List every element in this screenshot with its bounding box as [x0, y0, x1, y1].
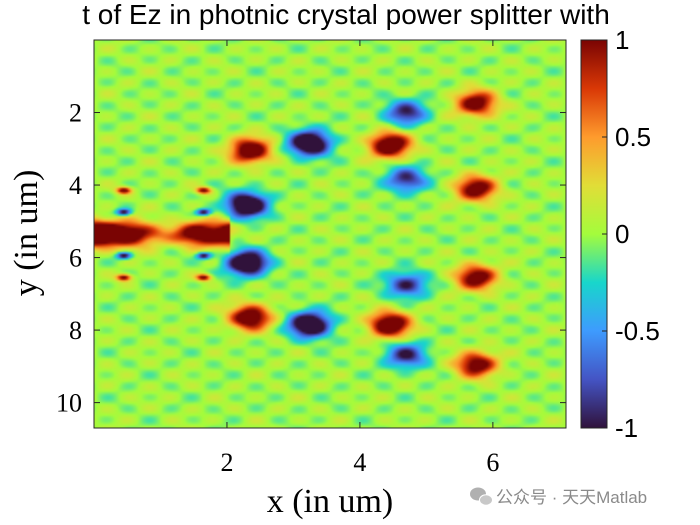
watermark: 公众号 · 天天Matlab [470, 487, 647, 507]
x-axis: 2 4 6 [220, 40, 499, 477]
y-axis-label: y (in um) [8, 170, 45, 297]
wechat-icon [470, 487, 493, 506]
heatmap-image [94, 40, 566, 428]
y-axis: 2 4 6 8 10 [56, 99, 566, 418]
colorbar-tick-label: -1 [615, 413, 638, 443]
colorbar-ticks: 1 0.5 0 -0.5 -1 [602, 25, 660, 443]
heatmap-plot [93, 39, 567, 429]
x-axis-label: x (in um) [267, 483, 394, 520]
colorbar-tick-label: 0.5 [615, 122, 651, 152]
y-tick-label: 6 [69, 244, 82, 273]
watermark-text: 公众号 · 天天Matlab [496, 488, 647, 507]
colorbar: 1 0.5 0 -0.5 -1 [580, 25, 660, 443]
y-tick-label: 8 [69, 316, 82, 345]
x-tick-label: 6 [486, 448, 499, 477]
colorbar-tick-label: -0.5 [615, 316, 660, 346]
x-tick-label: 2 [220, 448, 233, 477]
y-tick-label: 10 [56, 389, 82, 418]
y-tick-label: 4 [69, 171, 82, 200]
colorbar-tick-label: 0 [615, 219, 629, 249]
y-tick-label: 2 [69, 99, 82, 128]
x-tick-label: 4 [353, 448, 366, 477]
chart-title: t of Ez in photnic crystal power splitte… [82, 0, 610, 30]
plot-frame [93, 39, 567, 429]
colorbar-tick-label: 1 [615, 25, 629, 55]
